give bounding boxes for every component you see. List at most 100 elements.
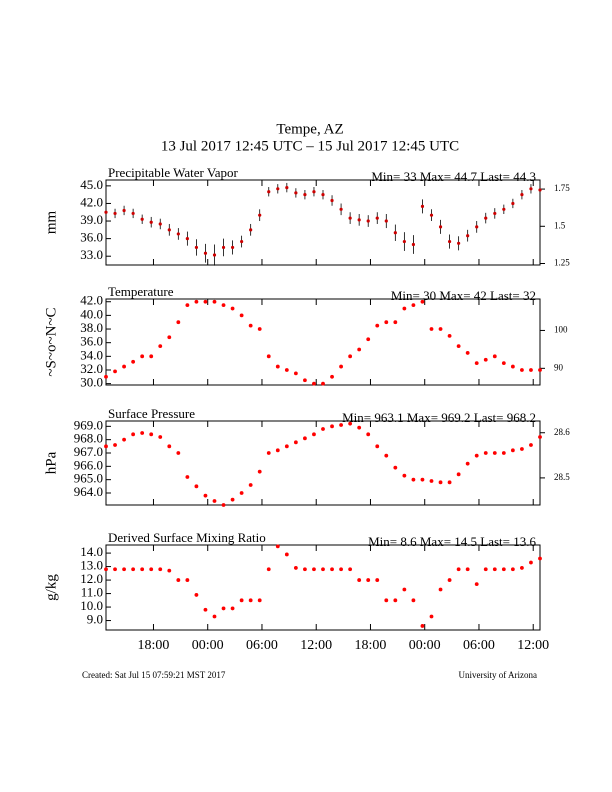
data-point	[275, 364, 280, 369]
data-point	[176, 320, 181, 325]
data-point	[149, 432, 154, 437]
data-point	[339, 207, 343, 211]
data-point	[384, 320, 389, 325]
data-point	[303, 193, 307, 197]
data-point	[411, 303, 416, 308]
data-point	[221, 303, 226, 308]
y2-tick-label: 90	[554, 362, 564, 372]
data-point	[185, 578, 190, 582]
data-point	[393, 231, 397, 235]
data-point	[420, 204, 425, 208]
y-axis-label: hPa	[43, 451, 59, 474]
data-point	[230, 497, 235, 502]
panel-title: Temperature	[108, 284, 174, 299]
data-point	[501, 567, 506, 572]
data-point	[321, 381, 325, 386]
y-axis-label: ~S~o~N~C	[43, 307, 59, 376]
data-point	[131, 432, 136, 437]
y-tick-label: 40.0	[80, 306, 103, 321]
data-point	[330, 424, 334, 429]
y-tick-label: 42.0	[80, 293, 103, 308]
data-point	[511, 201, 515, 206]
data-point	[240, 239, 244, 244]
y2-tick-label: 1.25	[554, 258, 570, 268]
data-point	[293, 566, 298, 570]
data-point	[366, 578, 371, 582]
data-point	[275, 448, 280, 453]
data-point	[402, 473, 407, 478]
data-point	[510, 364, 515, 369]
data-point	[176, 232, 180, 236]
data-point	[104, 210, 108, 214]
data-point	[185, 303, 190, 308]
y2-tick-label: 100	[554, 325, 568, 335]
x-tick-label: 18:00	[138, 638, 170, 653]
data-point	[122, 364, 126, 369]
data-point	[194, 593, 199, 597]
data-point	[113, 211, 117, 216]
panel-frame	[105, 420, 541, 506]
page-subtitle: 13 Jul 2017 12:45 UTC – 15 Jul 2017 12:4…	[161, 138, 459, 154]
panel-stats: Min= 30 Max= 42 Last= 32	[391, 288, 536, 303]
data-point	[149, 354, 154, 359]
data-point	[158, 435, 163, 439]
data-point	[158, 567, 163, 572]
data-point	[113, 443, 117, 447]
x-tick-label: 00:00	[192, 638, 224, 653]
y-tick-label: 42.0	[80, 194, 103, 209]
data-point	[538, 435, 542, 439]
data-point	[167, 335, 172, 340]
data-point	[176, 451, 181, 455]
data-point	[438, 587, 443, 592]
data-point	[501, 361, 506, 366]
data-point	[529, 443, 533, 447]
data-point	[520, 566, 524, 570]
panel-stats: Min= 963.1 Max= 969.2 Last= 968.2	[342, 410, 536, 425]
data-point	[466, 234, 470, 238]
data-point	[538, 188, 542, 192]
data-point	[203, 299, 208, 304]
y-tick-label: 36.0	[80, 230, 103, 245]
data-point	[321, 427, 325, 431]
y-tick-label: 38.0	[80, 320, 103, 335]
data-point	[293, 440, 298, 445]
footer-right: University of Arizona	[459, 670, 537, 680]
data-point	[266, 567, 271, 572]
data-point	[465, 461, 470, 466]
data-point	[357, 218, 361, 222]
y-tick-label: 968.0	[74, 431, 103, 446]
y-tick-label: 967.0	[74, 444, 103, 459]
data-point	[339, 364, 343, 369]
data-point	[275, 544, 280, 549]
data-point	[158, 222, 162, 226]
data-point	[284, 444, 289, 449]
data-point	[194, 245, 199, 250]
data-point	[447, 239, 452, 244]
data-point	[375, 444, 380, 449]
data-point	[393, 465, 398, 470]
data-point	[375, 323, 380, 328]
y-tick-label: 33.0	[80, 247, 103, 262]
data-point	[257, 598, 262, 603]
data-point	[239, 313, 244, 318]
data-point	[402, 239, 406, 244]
y-tick-label: 9.0	[87, 612, 103, 627]
data-point	[465, 567, 470, 572]
data-point	[221, 503, 226, 507]
data-point	[294, 191, 298, 195]
data-point	[420, 299, 425, 304]
data-point	[185, 475, 190, 479]
data-point	[284, 368, 289, 372]
data-point	[221, 245, 226, 250]
data-point	[321, 193, 325, 197]
data-point	[266, 354, 271, 359]
data-point	[293, 371, 298, 376]
x-tick-label: 06:00	[246, 638, 278, 653]
data-point	[140, 354, 145, 359]
data-point	[366, 219, 370, 223]
data-point	[212, 253, 217, 257]
x-tick-label: 00:00	[409, 638, 441, 653]
page-title: Tempe, AZ	[276, 121, 343, 137]
y-tick-label: 45.0	[80, 177, 103, 192]
